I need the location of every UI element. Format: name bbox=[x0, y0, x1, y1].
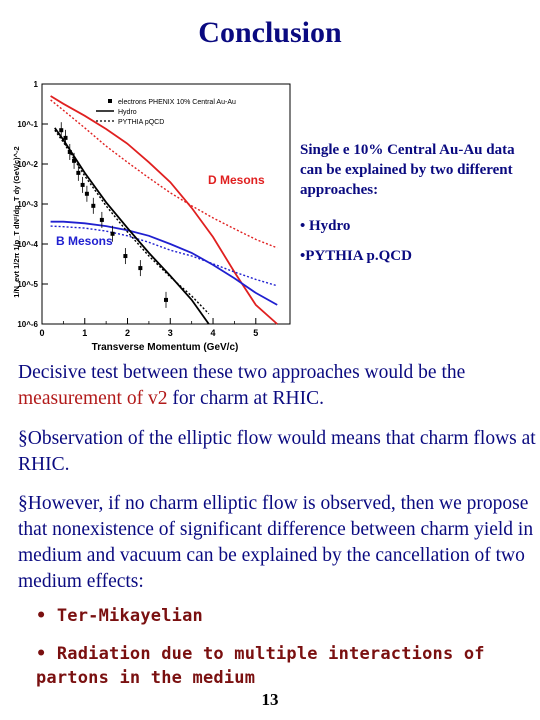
x-tick-label-3: 3 bbox=[168, 328, 173, 338]
d-mesons-label: D Mesons bbox=[208, 173, 265, 187]
side-intro: Single e 10% Central Au-Au data can be e… bbox=[300, 142, 515, 198]
y-tick-label-5: 10^-5 bbox=[17, 280, 38, 289]
data-point-12 bbox=[164, 297, 168, 302]
plot-frame: 0 1 2 3 4 5 1 10^-1 10^-2 10^-3 10^-4 10^-5 10^-6 bbox=[17, 80, 291, 338]
y-tick-label-0: 1 bbox=[34, 80, 39, 89]
plot-border bbox=[41, 83, 291, 325]
data-point-5 bbox=[80, 182, 85, 187]
paragraph-decisive-test: Decisive test between these two approach… bbox=[18, 360, 536, 412]
p1-highlight: measurement of v2 bbox=[18, 388, 168, 409]
b-mesons-label: B Mesons bbox=[56, 234, 113, 248]
x-tick-label-2: 2 bbox=[125, 328, 130, 338]
curve-b-mesons-hydro bbox=[50, 220, 278, 306]
y-tick-label-4: 10^-4 bbox=[17, 240, 38, 249]
data-point-2 bbox=[67, 149, 72, 154]
data-point-0 bbox=[59, 128, 64, 133]
data-point-3 bbox=[72, 158, 77, 163]
y-axis-title: 1/N_evt 1/2π 1/p_T dN²/dp_T dy (GeV/c)^-… bbox=[12, 146, 21, 297]
bullet-ter-mikayelian: • Ter-Mikayelian bbox=[36, 606, 203, 626]
plot-curves bbox=[50, 95, 278, 325]
legend-label-hydro: Hydro bbox=[118, 109, 137, 116]
data-point-11 bbox=[138, 266, 143, 271]
x-axis-title: Transverse Momentum (GeV/c) bbox=[92, 342, 239, 353]
curve-d-mesons-pythia bbox=[50, 99, 278, 249]
slide-title: Conclusion bbox=[198, 16, 342, 49]
p1-text-b: for charm at RHIC. bbox=[167, 388, 324, 409]
plot-markers bbox=[59, 122, 168, 308]
legend-label-electrons: electrons PHENIX 10% Central Au-Au bbox=[118, 99, 236, 106]
side-text: Single e 10% Central Au-Au data can be e… bbox=[300, 140, 536, 266]
legend-marker-electrons bbox=[108, 99, 112, 103]
spectrum-plot: 0 1 2 3 4 5 1 10^-1 10^-2 10^-3 10^-4 10^-5 10^-6 el… bbox=[12, 80, 291, 353]
data-point-4 bbox=[76, 170, 81, 175]
data-point-9 bbox=[110, 231, 115, 236]
data-point-7 bbox=[91, 203, 96, 208]
data-point-8 bbox=[99, 217, 104, 222]
x-tick-label-0: 0 bbox=[39, 328, 44, 338]
paragraph-however: §However, if no charm elliptic flow is o… bbox=[18, 493, 534, 592]
data-point-10 bbox=[123, 254, 128, 259]
y-tick-label-3: 10^-3 bbox=[17, 200, 38, 209]
legend-label-pythia: PYTHIA pQCD bbox=[118, 119, 164, 126]
plot-legend: electrons PHENIX 10% Central Au-Au Hydro… bbox=[96, 99, 236, 126]
x-tick-label-1: 1 bbox=[82, 328, 87, 338]
x-tick-label-4: 4 bbox=[211, 328, 216, 338]
y-tick-label-6: 10^-6 bbox=[17, 320, 38, 329]
side-item-hydro: • Hydro bbox=[300, 218, 351, 234]
data-point-6 bbox=[84, 191, 89, 196]
data-point-1 bbox=[63, 135, 68, 140]
side-item-pythia: •PYTHIA p.QCD bbox=[300, 248, 412, 264]
y-tick-label-2: 10^-2 bbox=[17, 160, 38, 169]
bullet-radiation: • Radiation due to multiple interactions… bbox=[36, 644, 485, 688]
p1-text-a: Decisive test between these two approach… bbox=[18, 362, 466, 383]
y-tick-label-1: 10^-1 bbox=[17, 120, 38, 129]
page-number: 13 bbox=[261, 690, 279, 709]
curve-sum-hydro bbox=[54, 127, 210, 325]
x-tick-label-5: 5 bbox=[253, 328, 258, 338]
paragraph-observation: §Observation of the elliptic flow would … bbox=[18, 428, 536, 475]
curve-d-mesons-hydro bbox=[50, 95, 278, 325]
